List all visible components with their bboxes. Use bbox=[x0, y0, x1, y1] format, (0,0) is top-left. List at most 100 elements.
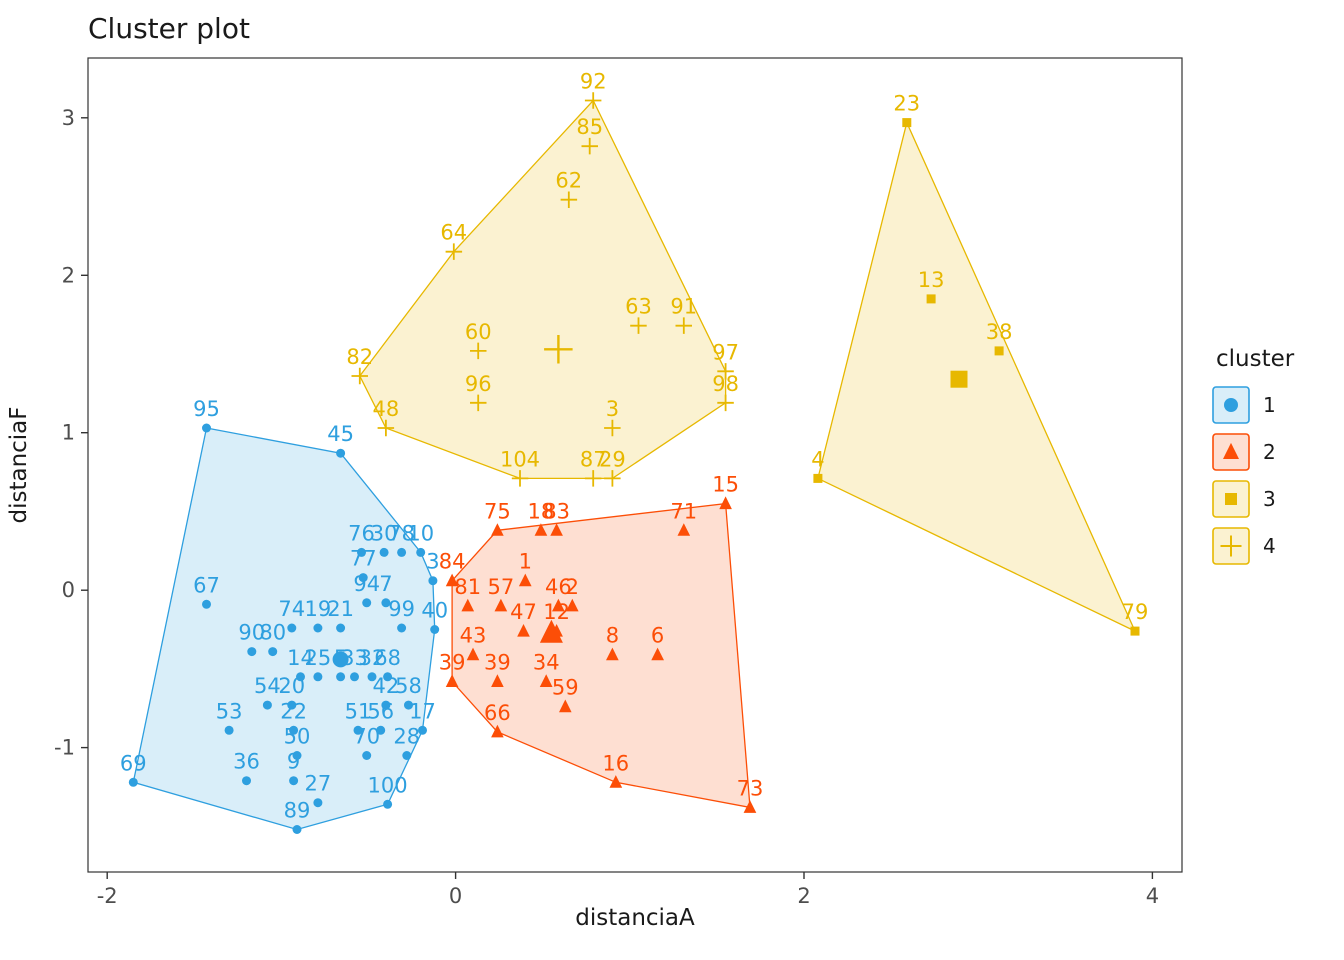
panel-border bbox=[87, 57, 1183, 873]
data-point-marker bbox=[1130, 626, 1140, 636]
data-point-marker bbox=[351, 367, 368, 385]
legend-item-4: 4 bbox=[1212, 527, 1344, 565]
point-label: 76 bbox=[348, 521, 375, 545]
y-tick-label: 0 bbox=[62, 578, 75, 602]
data-point-marker bbox=[491, 674, 504, 687]
legend-item-label: 4 bbox=[1263, 534, 1276, 558]
legend-key-circle-icon bbox=[1212, 386, 1250, 424]
y-axis-title: distanciaF bbox=[6, 406, 32, 523]
point-label: 85 bbox=[576, 115, 603, 139]
data-point-marker bbox=[491, 724, 504, 738]
data-point-marker bbox=[418, 725, 427, 735]
point-label: 8 bbox=[606, 624, 619, 648]
point-label: 67 bbox=[193, 573, 220, 597]
data-point-marker bbox=[313, 623, 323, 633]
point-label: 97 bbox=[712, 340, 739, 364]
point-label: 95 bbox=[193, 397, 220, 421]
data-point-marker bbox=[287, 700, 297, 710]
data-point-marker bbox=[383, 672, 393, 682]
data-point-marker bbox=[336, 448, 346, 458]
point-label: 20 bbox=[278, 674, 305, 698]
data-point-marker bbox=[950, 370, 968, 388]
legend-key-square-icon bbox=[1212, 480, 1250, 518]
point-label: 50 bbox=[284, 725, 311, 749]
data-point-marker bbox=[313, 672, 323, 682]
data-point-marker bbox=[262, 700, 272, 710]
point-label: 60 bbox=[465, 320, 492, 344]
point-label: 40 bbox=[421, 599, 448, 623]
cluster-3-points: 23 13 38 4 79 bbox=[811, 92, 1148, 636]
point-label: 19 bbox=[305, 597, 332, 621]
data-point-marker bbox=[717, 394, 734, 412]
data-point-marker bbox=[350, 672, 359, 682]
point-label: 15 bbox=[712, 473, 739, 497]
point-label: 66 bbox=[484, 701, 511, 725]
data-point-marker bbox=[494, 598, 508, 612]
data-point-marker bbox=[336, 623, 346, 633]
point-label: 23 bbox=[893, 92, 920, 116]
data-point-marker bbox=[902, 118, 912, 128]
point-label: 74 bbox=[278, 597, 305, 621]
data-point-marker bbox=[128, 777, 138, 787]
point-label: 9 bbox=[287, 750, 300, 774]
data-point-marker bbox=[743, 800, 757, 813]
y-tick-label: 3 bbox=[62, 106, 75, 130]
data-point-marker bbox=[1224, 398, 1238, 412]
legend-key-triangle-icon bbox=[1212, 433, 1250, 471]
y-tick-label: 1 bbox=[62, 421, 75, 445]
data-point-marker bbox=[926, 294, 936, 304]
legend-key-plus-icon bbox=[1212, 527, 1250, 565]
legend-item-2: 2 bbox=[1212, 433, 1344, 471]
data-point-marker bbox=[362, 751, 372, 760]
data-point-marker bbox=[381, 700, 391, 710]
point-label: 81 bbox=[454, 575, 481, 599]
point-label: 69 bbox=[120, 751, 147, 775]
x-tick-label: 0 bbox=[449, 884, 462, 908]
data-point-marker bbox=[242, 776, 251, 786]
data-point-marker bbox=[560, 191, 578, 208]
point-label: 39 bbox=[484, 651, 511, 675]
point-label: 87 bbox=[580, 447, 607, 471]
data-point-marker bbox=[534, 523, 548, 536]
data-point-marker bbox=[268, 647, 278, 657]
point-label: 7 bbox=[379, 572, 392, 596]
point-label: 91 bbox=[670, 295, 697, 319]
point-label: 68 bbox=[374, 646, 401, 670]
point-label: 80 bbox=[259, 621, 286, 645]
data-point-marker bbox=[466, 647, 480, 661]
point-label: 45 bbox=[327, 422, 354, 446]
chart-title: Cluster plot bbox=[88, 12, 250, 45]
data-point-marker bbox=[566, 598, 579, 612]
data-point-marker bbox=[651, 647, 664, 661]
data-point-marker bbox=[511, 470, 529, 487]
data-point-marker bbox=[544, 335, 573, 364]
data-point-marker bbox=[367, 672, 377, 682]
point-label: 89 bbox=[284, 799, 311, 823]
point-label: 53 bbox=[216, 699, 243, 723]
point-label: 46 bbox=[545, 575, 572, 599]
point-label: 94 bbox=[353, 572, 380, 596]
point-label: 14 bbox=[287, 646, 314, 670]
point-label: 79 bbox=[1122, 600, 1149, 624]
data-point-marker bbox=[539, 674, 553, 687]
legend: cluster 1 2 3 4 bbox=[1212, 346, 1344, 574]
point-label: 59 bbox=[552, 676, 579, 700]
cluster-3-hull bbox=[817, 120, 1137, 633]
data-point-marker bbox=[1225, 493, 1237, 505]
data-point-marker bbox=[550, 523, 563, 536]
data-point-marker bbox=[445, 573, 459, 587]
point-label: 56 bbox=[367, 699, 394, 723]
point-label: 83 bbox=[543, 499, 570, 523]
point-label: 43 bbox=[460, 624, 487, 648]
point-label: 92 bbox=[580, 70, 607, 94]
data-point-marker bbox=[428, 576, 438, 586]
data-point-marker bbox=[379, 547, 389, 557]
point-label: 29 bbox=[599, 447, 626, 471]
point-label: 25 bbox=[305, 646, 332, 670]
data-point-marker bbox=[445, 674, 459, 687]
data-point-marker bbox=[292, 825, 302, 834]
point-label: 34 bbox=[533, 651, 560, 675]
